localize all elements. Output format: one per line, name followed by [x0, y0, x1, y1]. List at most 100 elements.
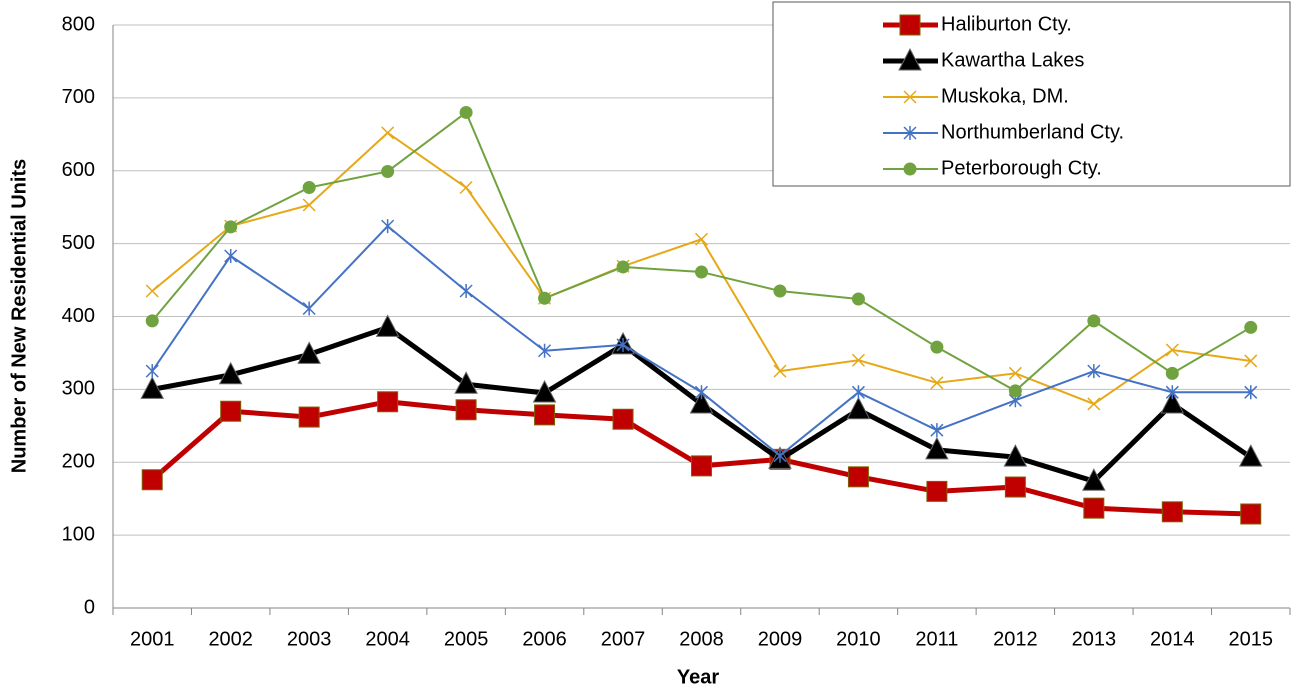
marker: [298, 406, 320, 428]
marker: [773, 284, 787, 298]
marker: [1160, 390, 1185, 414]
marker: [930, 423, 944, 438]
x-tick-label: 2012: [993, 628, 1038, 650]
marker: [218, 361, 243, 385]
marker: [224, 249, 238, 264]
x-tick-label: 2013: [1072, 628, 1117, 650]
marker: [145, 284, 159, 298]
marker: [1087, 364, 1101, 379]
marker: [145, 314, 159, 328]
marker: [1244, 354, 1258, 368]
marker: [851, 292, 865, 306]
marker: [1165, 343, 1179, 357]
y-axis-label: Number of New Residential Units: [8, 159, 30, 474]
y-tick-label: 100: [62, 523, 95, 545]
marker: [1003, 444, 1028, 467]
marker: [302, 198, 316, 212]
marker: [926, 480, 948, 502]
marker: [459, 180, 473, 195]
x-tick-label: 2001: [130, 628, 175, 650]
marker: [851, 353, 865, 367]
y-tick-label: 400: [62, 305, 95, 327]
x-tick-label: 2010: [836, 628, 881, 650]
marker: [930, 340, 944, 354]
marker: [1082, 468, 1106, 491]
marker: [459, 105, 473, 119]
marker: [694, 385, 709, 400]
marker: [1004, 476, 1026, 498]
legend-label: Kawartha Lakes: [941, 49, 1084, 71]
marker: [377, 391, 399, 413]
marker: [1083, 497, 1105, 519]
marker: [691, 455, 712, 477]
marker: [1244, 385, 1258, 400]
x-tick-label: 2008: [679, 628, 724, 650]
marker: [140, 376, 165, 399]
y-tick-label: 500: [62, 232, 95, 254]
legend-marker: [898, 47, 922, 71]
marker: [534, 404, 556, 426]
marker: [925, 436, 949, 460]
x-tick-label: 2006: [522, 628, 567, 650]
marker: [532, 379, 557, 403]
marker: [616, 260, 630, 274]
marker: [930, 376, 944, 390]
marker: [381, 164, 395, 178]
x-tick-label: 2002: [208, 628, 253, 650]
legend-marker: [903, 126, 917, 140]
marker: [1008, 366, 1022, 380]
marker: [1240, 503, 1262, 525]
marker: [224, 220, 238, 234]
marker: [455, 399, 477, 421]
legend-label: Muskoka, DM.: [941, 85, 1069, 107]
x-tick-label: 2015: [1229, 628, 1274, 650]
marker: [846, 396, 871, 420]
y-tick-label: 200: [62, 451, 95, 473]
marker: [1165, 366, 1179, 380]
marker: [1087, 314, 1101, 328]
x-tick-label: 2003: [287, 628, 332, 650]
marker: [1008, 384, 1022, 398]
marker: [454, 371, 478, 394]
y-tick-label: 0: [84, 596, 95, 618]
y-tick-label: 700: [62, 86, 95, 108]
y-tick-label: 800: [62, 13, 95, 35]
marker: [773, 448, 787, 463]
y-tick-label: 600: [62, 159, 95, 181]
x-tick-label: 2014: [1150, 628, 1195, 650]
legend-label: Northumberland Cty.: [941, 121, 1124, 143]
legend-label: Peterborough Cty.: [941, 157, 1102, 179]
marker: [459, 283, 473, 298]
x-tick-label: 2007: [601, 628, 646, 650]
legend-marker: [903, 162, 917, 176]
marker: [375, 314, 400, 337]
marker: [220, 400, 242, 422]
marker: [616, 337, 630, 352]
marker: [297, 341, 321, 364]
legend-label: Haliburton Cty.: [941, 13, 1072, 35]
marker: [1238, 444, 1263, 467]
marker: [302, 181, 316, 195]
marker: [612, 408, 634, 430]
marker: [381, 219, 395, 234]
marker: [1165, 385, 1179, 400]
legend-marker: [903, 90, 917, 104]
marker: [145, 364, 159, 379]
x-axis-label: Year: [677, 666, 719, 688]
legend-marker: [899, 14, 921, 36]
marker: [847, 466, 869, 488]
marker: [538, 343, 552, 358]
x-tick-label: 2005: [444, 628, 489, 650]
marker: [694, 232, 709, 246]
y-tick-label: 300: [62, 378, 95, 400]
legend-box: [772, 1, 1291, 187]
marker: [851, 385, 865, 400]
marker: [141, 469, 163, 491]
legend: Haliburton Cty. Kawartha Lakes Muskoka, DM…: [772, 1, 1291, 187]
x-tick-label: 2011: [915, 628, 958, 650]
marker: [1244, 320, 1258, 334]
marker: [1087, 397, 1101, 411]
marker: [773, 364, 787, 378]
x-tick-label: 2009: [758, 628, 803, 650]
